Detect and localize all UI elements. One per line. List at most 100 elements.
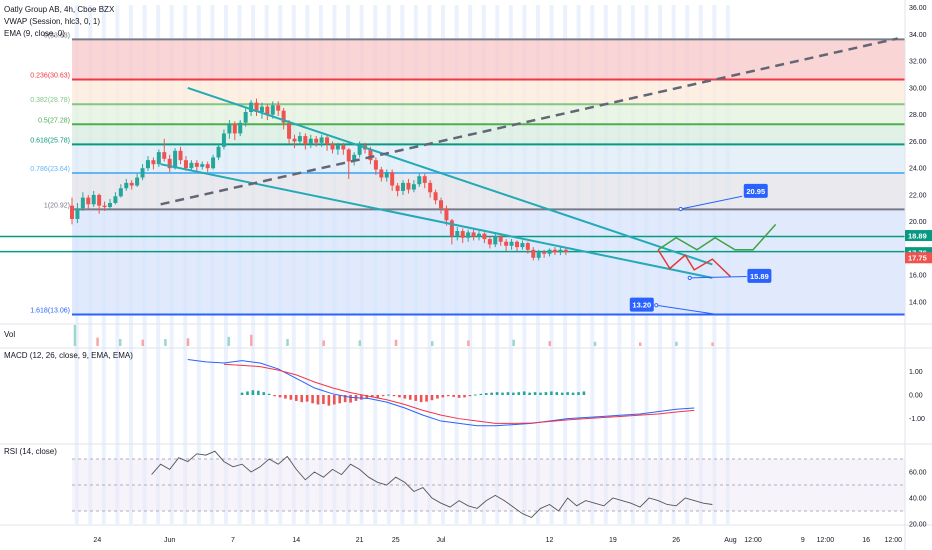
candle: [384, 172, 389, 178]
callout-badge[interactable]: [743, 183, 768, 198]
macd-histogram-bar: [403, 395, 407, 399]
callout-arrow[interactable]: [689, 276, 747, 279]
macd-histogram-bar: [349, 395, 352, 403]
legend-vwap[interactable]: VWAP (Session, hlc3, 0, 1): [4, 17, 100, 26]
callout-arrow[interactable]: [656, 304, 715, 315]
candle: [254, 102, 259, 113]
macd-histogram-bar: [452, 395, 455, 397]
callout-anchor[interactable]: [687, 275, 692, 280]
candle: [140, 168, 145, 178]
candle: [504, 241, 509, 246]
rsi-plot: [72, 450, 905, 519]
candle: [178, 150, 183, 161]
fib-label: 0.236(30.63): [30, 73, 70, 80]
candle: [308, 138, 313, 145]
candle: [145, 160, 150, 169]
candle: [487, 239, 492, 245]
candle: [314, 138, 319, 143]
candle: [444, 208, 449, 221]
rsi-tick-label: 60.00: [909, 470, 927, 477]
macd-histogram-bar: [457, 395, 461, 398]
legend-macd[interactable]: MACD (12, 26, close, 9, EMA, EMA): [4, 351, 133, 360]
macd-histogram-bar: [370, 395, 374, 398]
candle: [189, 162, 194, 169]
volume-bar: [227, 336, 230, 346]
macd-histogram-bar: [512, 392, 515, 395]
legend-vol[interactable]: Vol: [4, 330, 15, 339]
price-tick-label: 36.00: [909, 5, 927, 12]
candle: [466, 232, 471, 238]
candle: [428, 182, 433, 193]
macd-histogram-bar: [479, 393, 483, 395]
candle: [390, 172, 395, 186]
macd-histogram-bar: [419, 395, 423, 403]
candle: [525, 243, 530, 250]
candle: [552, 249, 557, 253]
candle: [276, 105, 281, 111]
macd-histogram-bar: [414, 395, 417, 401]
macd-histogram-bar: [300, 395, 304, 403]
macd-histogram-bar: [278, 395, 282, 398]
candle: [335, 145, 340, 150]
drawings[interactable]: 20.95 15.89 13.20: [160, 37, 899, 315]
rsi-tick-label: 20.00: [909, 522, 927, 529]
candle: [167, 158, 172, 169]
candle: [368, 149, 373, 161]
callout-anchor[interactable]: [678, 206, 683, 212]
projection-path-down[interactable]: [657, 249, 731, 278]
candle: [113, 196, 118, 203]
time-tick-label: 26: [672, 537, 680, 544]
callout-badge[interactable]: [629, 297, 654, 312]
candle: [498, 236, 503, 242]
candle: [542, 252, 547, 254]
macd-tick-label: -1.00: [909, 416, 925, 423]
macd-histogram-bar: [284, 395, 287, 399]
macd-histogram-bar: [490, 392, 493, 395]
macd-histogram-bar: [332, 395, 336, 405]
callout-anchor[interactable]: [654, 303, 659, 308]
candle: [70, 205, 74, 220]
candle: [156, 152, 161, 165]
macd-histogram-bar: [468, 395, 472, 397]
projection-path-up[interactable]: [657, 223, 777, 251]
macd-histogram-bar: [338, 395, 342, 404]
candle: [411, 184, 416, 190]
fib-band: [72, 172, 905, 210]
trendline[interactable]: [187, 86, 713, 266]
fib-label: 0.382(28.78): [30, 97, 70, 104]
candle: [200, 164, 205, 167]
candle: [211, 157, 216, 169]
candle: [558, 249, 563, 253]
candle: [514, 241, 519, 248]
callout-label: 15.89: [750, 272, 769, 281]
legend-ema[interactable]: EMA (9, close, 0): [4, 29, 65, 38]
volume-bar: [73, 325, 77, 346]
volume-bar: [186, 338, 190, 346]
candle: [477, 233, 482, 237]
macd-histogram-bar: [408, 395, 412, 400]
price-tick-label: 30.00: [909, 85, 927, 92]
callout-arrow[interactable]: [680, 195, 743, 210]
macd-histogram-bar: [387, 394, 390, 396]
macd-histogram-bar: [251, 390, 255, 395]
callout-label: 20.95: [746, 187, 765, 196]
volume-bar: [164, 339, 167, 346]
macd-histogram-bar: [544, 392, 548, 395]
time-tick-label: 12:00: [744, 537, 762, 544]
time-tick-label: 7: [231, 537, 235, 544]
price-tick-label: 20.00: [909, 219, 927, 226]
candle: [162, 152, 167, 159]
dashed-trendline[interactable]: [160, 37, 899, 206]
price-tick-label: 26.00: [909, 139, 927, 146]
legend-symbol[interactable]: Oatly Group AB, 4h, Cboe BZX: [4, 5, 115, 14]
candle: [259, 106, 264, 113]
macd-histogram-bar: [305, 395, 309, 402]
macd-histogram-bar: [398, 395, 401, 398]
candle: [86, 197, 91, 205]
legend-rsi[interactable]: RSI (14, close): [4, 447, 57, 456]
callout-badge[interactable]: [747, 268, 772, 283]
candle: [520, 243, 525, 248]
price-badge-label: 18.89: [908, 231, 927, 240]
